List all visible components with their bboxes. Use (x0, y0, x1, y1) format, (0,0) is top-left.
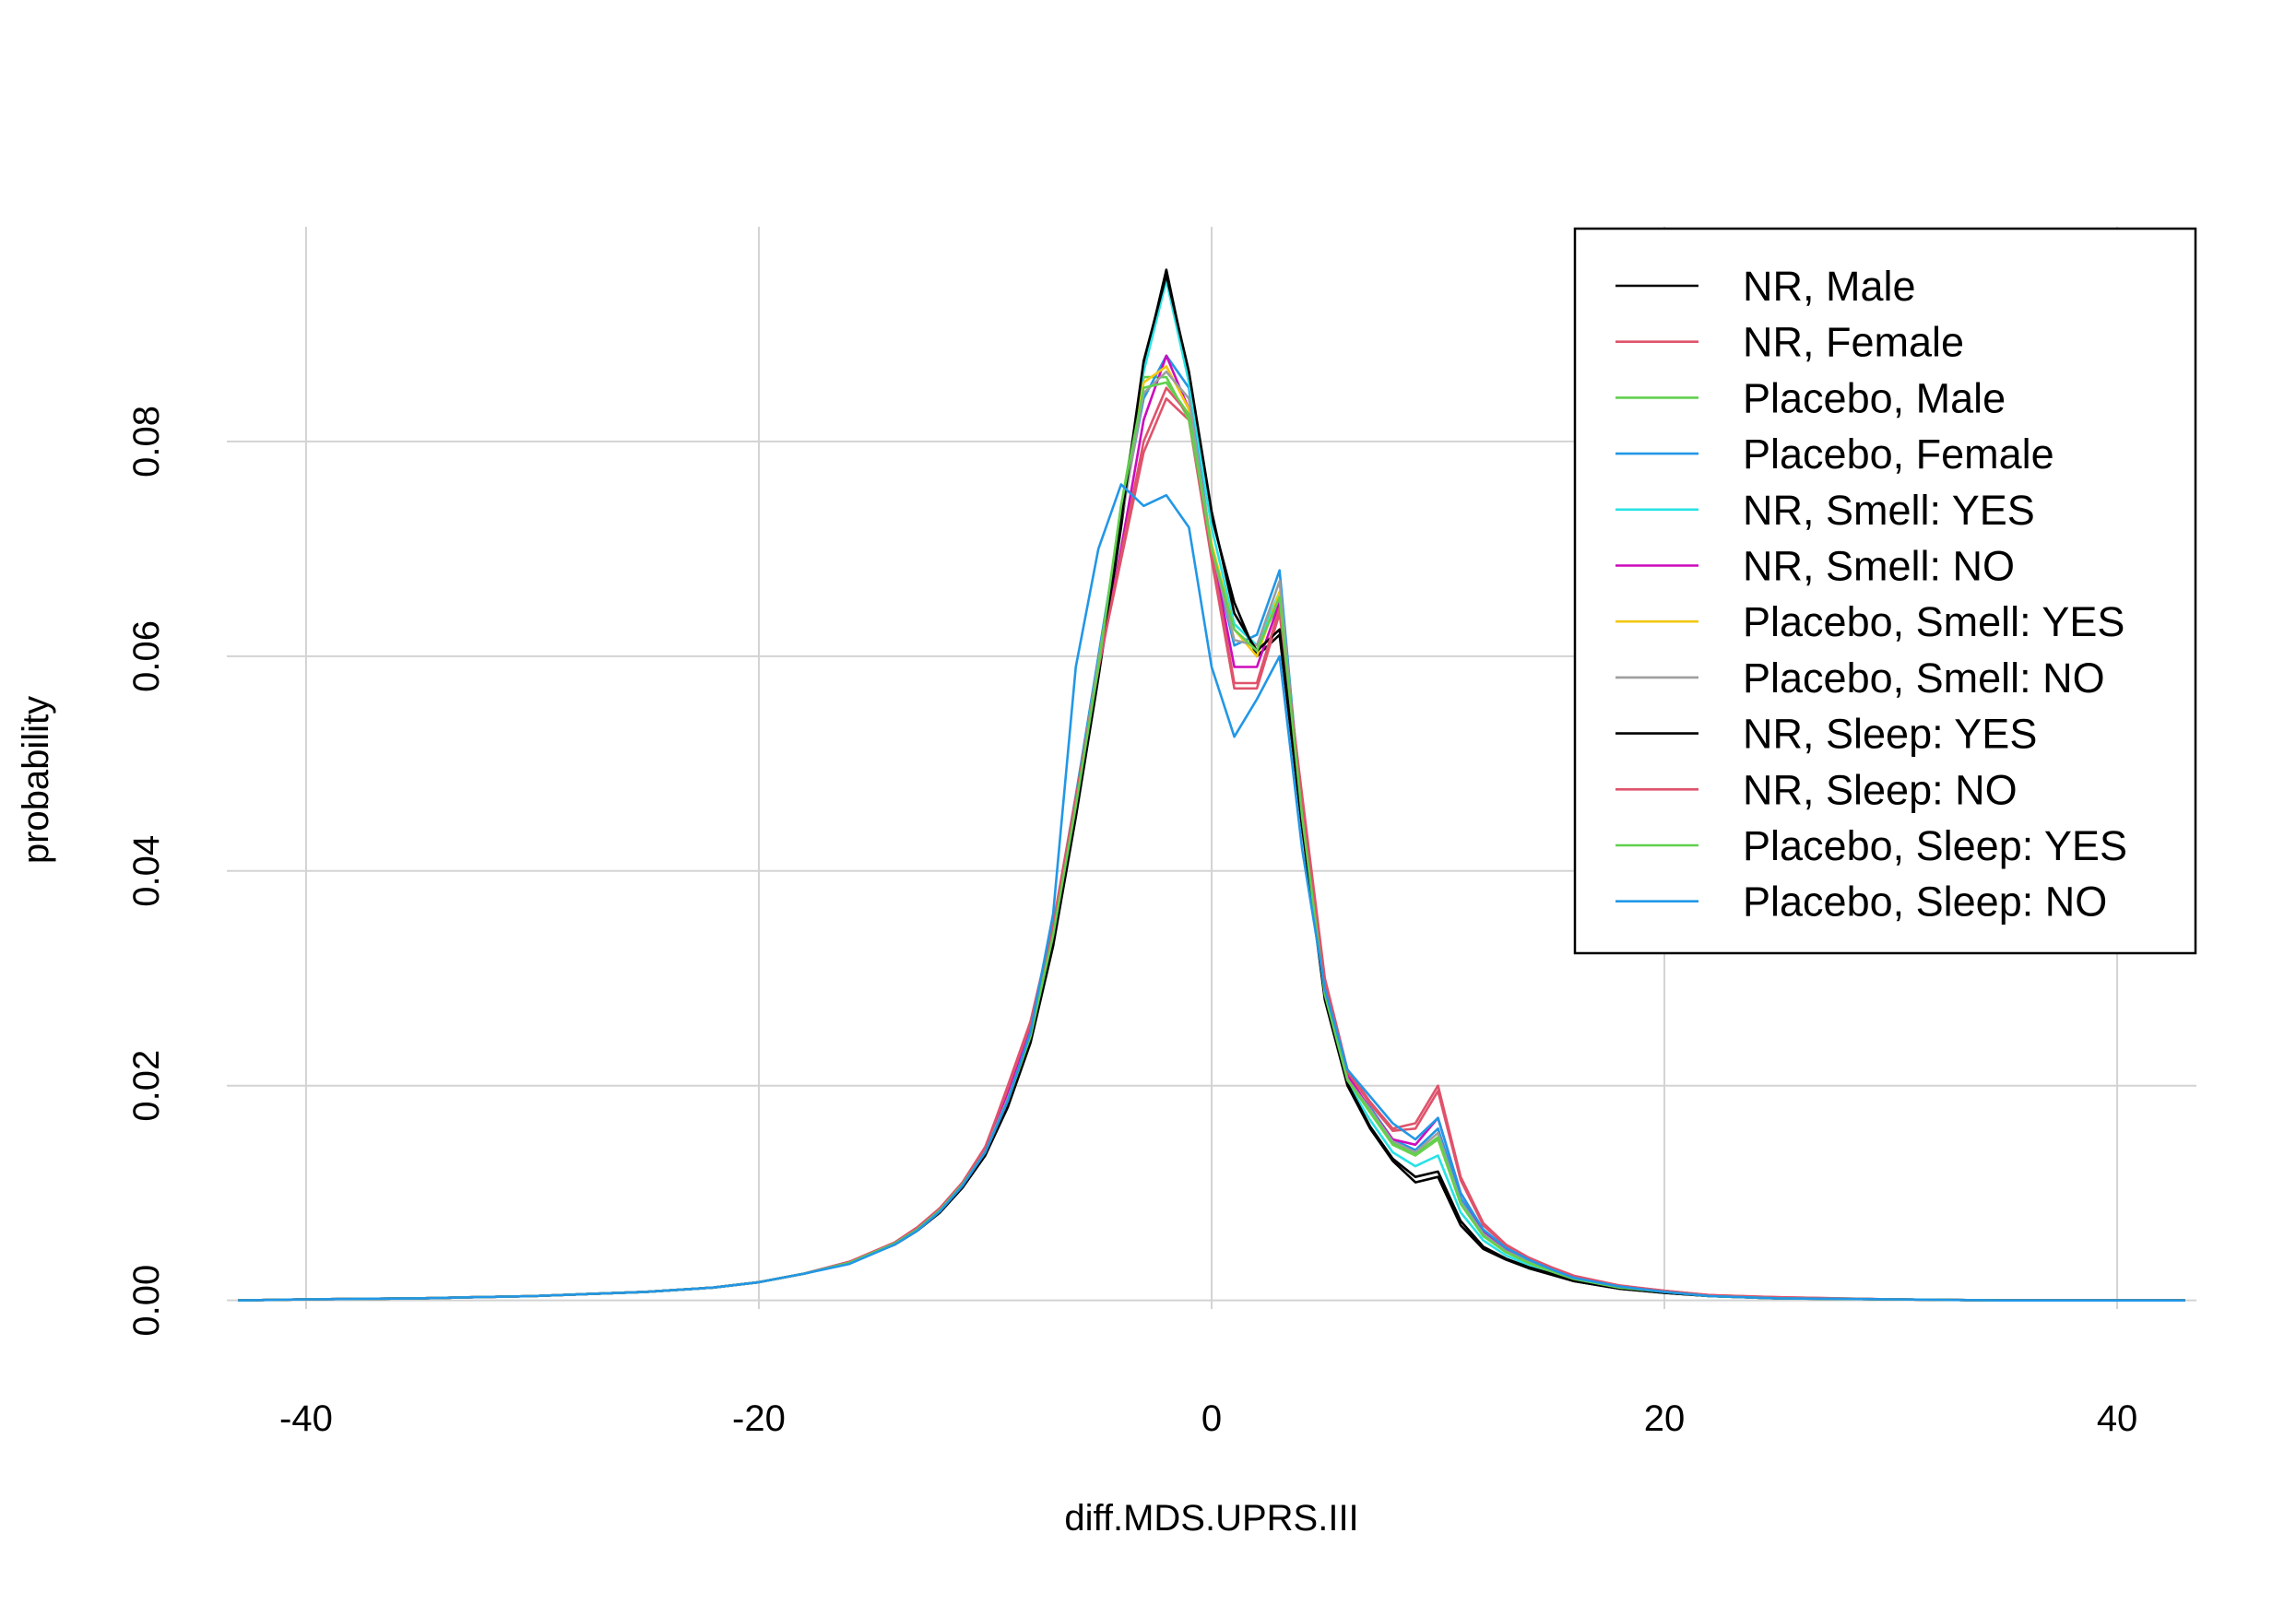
series-lines (238, 268, 2185, 1302)
y-tick-label-0: 0.00 (126, 1265, 167, 1337)
legend-label-2: Placebo, Male (1743, 374, 2006, 421)
legend-label-1: NR, Female (1743, 319, 1964, 366)
x-tick-label-2: 0 (1201, 1398, 1222, 1439)
legend-label-9: NR, Sleep: NO (1743, 766, 2018, 813)
x-axis-ticks: -40 -20 0 20 40 (279, 1398, 2137, 1439)
series-line-11 (238, 483, 2185, 1302)
x-tick-label-0: -40 (279, 1398, 333, 1439)
legend-label-10: Placebo, Sleep: YES (1743, 822, 2127, 869)
y-tick-label-4: 0.08 (126, 406, 167, 478)
y-tick-label-1: 0.02 (126, 1050, 167, 1122)
y-axis-ticks: 0.00 0.02 0.04 0.06 0.08 (126, 406, 167, 1337)
y-axis-title: probability (16, 696, 56, 864)
y-tick-label-2: 0.04 (126, 835, 167, 907)
legend-label-0: NR, Male (1743, 263, 1916, 310)
x-tick-label-4: 40 (2097, 1398, 2138, 1439)
legend-label-7: Placebo, Smell: NO (1743, 655, 2105, 702)
legend-label-5: NR, Smell: NO (1743, 543, 2015, 590)
legend-label-4: NR, Smell: YES (1743, 487, 2035, 534)
legend-label-6: Placebo, Smell: YES (1743, 598, 2124, 645)
legend: NR, Male NR, Female Placebo, Male Placebo, … (1573, 227, 2197, 955)
x-tick-label-3: 20 (1644, 1398, 1686, 1439)
legend-label-11: Placebo, Sleep: NO (1743, 879, 2107, 926)
legend-label-3: Placebo, Female (1743, 430, 2054, 478)
x-axis-title: diff.MDS.UPRS.III (1064, 1498, 1358, 1539)
legend-label-8: NR, Sleep: YES (1743, 711, 2037, 758)
y-tick-label-3: 0.06 (126, 620, 167, 692)
legend-box (1573, 227, 2197, 955)
x-tick-label-1: -20 (732, 1398, 786, 1439)
